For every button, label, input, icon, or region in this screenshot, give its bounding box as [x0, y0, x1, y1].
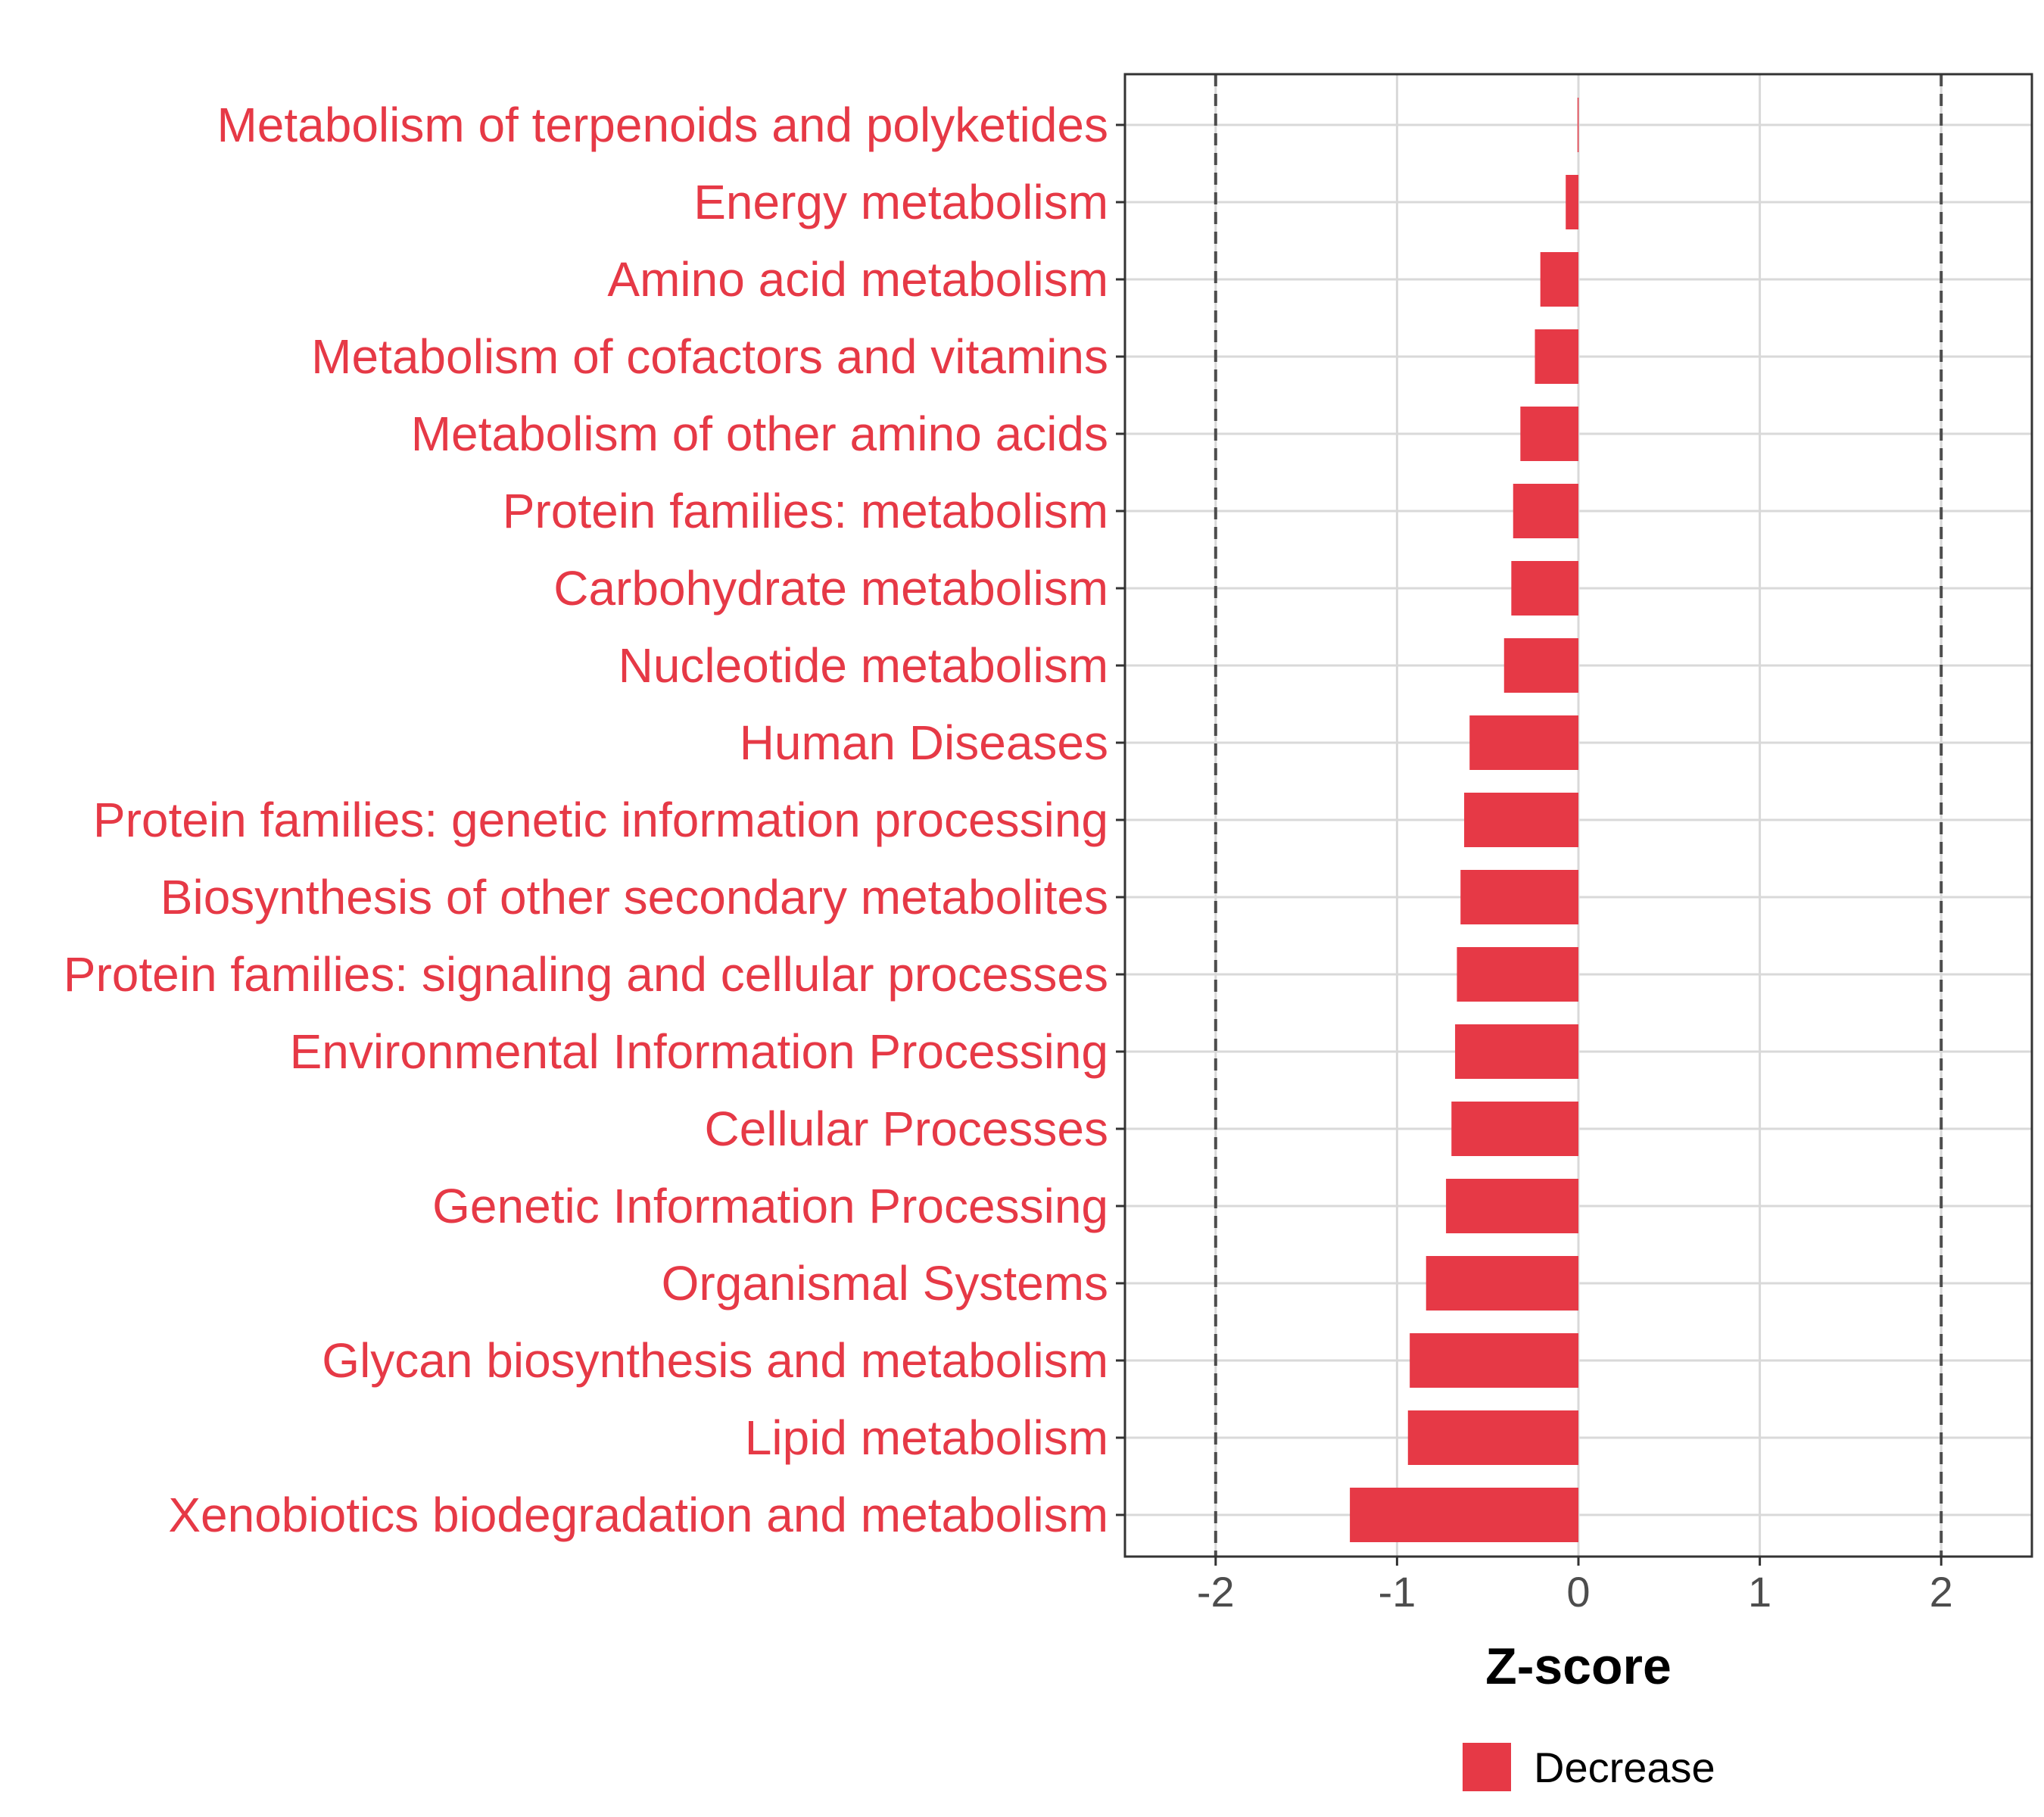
x-tick-label: 1	[1748, 1568, 1771, 1616]
legend-key-decrease	[1463, 1743, 1511, 1791]
y-tick-label: Metabolism of terpenoids and polyketides	[217, 98, 1108, 152]
y-tick-label: Organismal Systems	[662, 1256, 1108, 1311]
y-tick-label: Protein families: signaling and cellular…	[64, 947, 1108, 1002]
bar	[1566, 175, 1578, 229]
reference-lines	[1214, 74, 1943, 1557]
y-tick-label: Genetic Information Processing	[432, 1179, 1108, 1233]
x-tick-label: 0	[1566, 1568, 1590, 1616]
y-axis-ticks: Metabolism of terpenoids and polyketides…	[64, 98, 1125, 1542]
bar	[1410, 1333, 1578, 1388]
bar	[1577, 98, 1579, 152]
y-tick-label: Biosynthesis of other secondary metaboli…	[160, 870, 1108, 924]
y-tick-label: Protein families: metabolism	[503, 484, 1108, 538]
bar	[1520, 407, 1578, 461]
y-tick-label: Metabolism of other amino acids	[411, 407, 1108, 461]
legend-label-decrease: Decrease	[1534, 1744, 1715, 1791]
x-tick-label: -1	[1379, 1568, 1416, 1616]
y-tick-label: Lipid metabolism	[745, 1410, 1108, 1465]
bar	[1511, 561, 1578, 616]
bar	[1426, 1256, 1578, 1311]
bar	[1455, 1024, 1578, 1079]
y-tick-label: Carbohydrate metabolism	[553, 561, 1108, 616]
bar	[1540, 252, 1578, 307]
x-tick-label: 2	[1930, 1568, 1953, 1616]
bar	[1469, 715, 1578, 770]
bar	[1460, 870, 1578, 924]
y-tick-label: Human Diseases	[740, 715, 1108, 770]
bars	[1350, 98, 1579, 1542]
bar	[1513, 484, 1578, 538]
y-tick-label: Glycan biosynthesis and metabolism	[322, 1333, 1108, 1388]
bar	[1451, 1102, 1578, 1156]
y-tick-label: Protein families: genetic information pr…	[93, 793, 1108, 847]
x-tick-label: -2	[1197, 1568, 1235, 1616]
y-tick-label: Energy metabolism	[693, 175, 1108, 229]
bar	[1457, 947, 1578, 1002]
y-tick-label: Metabolism of cofactors and vitamins	[311, 329, 1108, 384]
bar	[1407, 1410, 1578, 1465]
y-tick-label: Environmental Information Processing	[290, 1024, 1108, 1079]
bar	[1446, 1179, 1578, 1233]
x-axis-ticks: -2 -1 0 1 2	[1197, 1557, 1953, 1616]
y-tick-label: Xenobiotics biodegradation and metabolis…	[168, 1488, 1108, 1542]
x-axis-title: Z-score	[1485, 1638, 1672, 1695]
y-tick-label: Cellular Processes	[704, 1102, 1108, 1156]
bar	[1503, 638, 1578, 693]
y-tick-label: Nucleotide metabolism	[618, 638, 1108, 693]
bar	[1464, 793, 1578, 847]
y-tick-label: Amino acid metabolism	[607, 252, 1108, 307]
bar	[1350, 1488, 1578, 1542]
legend: Decrease	[1463, 1743, 1715, 1791]
bar	[1535, 329, 1578, 384]
